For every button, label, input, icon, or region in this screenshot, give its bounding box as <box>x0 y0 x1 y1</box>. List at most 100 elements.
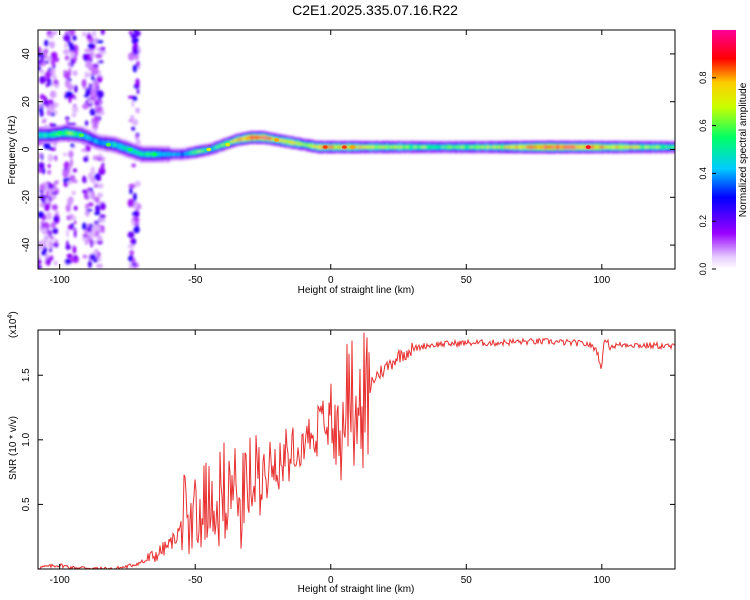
ridge-cell <box>340 145 343 149</box>
ridge-cell <box>236 138 239 142</box>
noise-blob <box>71 112 77 118</box>
ridge-cell <box>660 145 663 149</box>
ridge-cell <box>194 150 197 154</box>
ridge-hotspot <box>152 152 158 157</box>
ridge-cell <box>142 152 145 156</box>
ridge-cell <box>54 132 57 136</box>
noise-blob <box>39 94 45 100</box>
ridge-cell <box>220 144 223 147</box>
noise-blob <box>82 103 90 110</box>
noise-blob <box>63 70 68 74</box>
ridge-cell <box>472 145 475 149</box>
noise-blob <box>87 72 93 77</box>
noise-blob <box>97 234 103 242</box>
ridge-cell <box>458 145 461 149</box>
ridge-cell <box>126 147 129 151</box>
noise-blob <box>94 37 98 43</box>
ridge-cell <box>566 145 569 149</box>
ridge-cell <box>42 133 45 137</box>
noise-blob <box>86 33 92 40</box>
noise-blob <box>45 78 49 82</box>
ridge-cell <box>650 145 653 149</box>
ridge-hotspot <box>106 142 111 147</box>
spectrogram-panel: -100 -50 0 50 100 -40 -20 0 20 40 Height of stra… <box>7 29 676 296</box>
ridge-hotspot <box>349 145 355 149</box>
ridge-cell <box>40 133 43 137</box>
noise-blob <box>98 256 102 263</box>
noise-blob <box>40 242 48 248</box>
spectrogram-x-axis-label: Height of straight line (km) <box>298 285 415 296</box>
ridge-cell <box>382 145 385 149</box>
ridge-cell <box>104 141 107 145</box>
noise-band <box>81 30 107 269</box>
noise-blob <box>66 177 70 182</box>
ridge-cell <box>498 145 501 149</box>
noise-band <box>62 30 79 266</box>
snr-x-ticks: -100 -50 0 50 100 <box>50 330 611 586</box>
noise-blob <box>94 211 101 216</box>
noise-blob <box>129 187 133 195</box>
ridge-cell <box>392 145 395 149</box>
noise-blob <box>63 177 67 184</box>
colorbar: 0.0 0.2 0.4 0.6 0.8 Normalized spectral ampl… <box>698 30 749 275</box>
noise-blob <box>39 69 45 75</box>
ridge-cell <box>620 145 623 149</box>
ridge-cell <box>436 145 439 149</box>
noise-blob <box>66 253 73 259</box>
noise-blob <box>51 191 59 195</box>
noise-blob <box>84 48 91 53</box>
noise-blob <box>47 78 52 87</box>
ridge-cell <box>608 145 611 149</box>
noise-blob <box>51 31 58 35</box>
ridge-cell <box>666 145 669 149</box>
ridge-cell <box>564 145 567 149</box>
y-tick-label: 20 <box>21 96 32 108</box>
ridge-cell <box>312 145 315 148</box>
ridge-cell <box>56 132 59 136</box>
ridge-cell <box>176 153 179 156</box>
snr-frame <box>37 329 676 570</box>
noise-blob <box>99 50 107 55</box>
ridge-cell <box>580 145 583 149</box>
ridge-cell <box>62 131 65 135</box>
ridge-cell <box>520 145 523 149</box>
ridge-cell <box>88 136 91 140</box>
y-tick-label: 0 <box>21 146 32 152</box>
ridge-cell <box>438 145 441 149</box>
ridge-cell <box>592 145 595 149</box>
ridge-cell <box>228 141 231 144</box>
ridge-hotspot <box>225 142 231 147</box>
noise-blob <box>38 247 41 251</box>
ridge-cell <box>94 139 97 143</box>
ridge-hotspot <box>57 131 63 135</box>
noise-blob <box>47 71 52 78</box>
noise-blob <box>50 57 56 66</box>
ridge-cell <box>124 146 127 150</box>
ridge-cell <box>354 145 357 149</box>
ridge-cell <box>618 145 621 149</box>
noise-blob <box>93 121 98 129</box>
ridge-cell <box>400 145 403 149</box>
ridge-cell <box>310 144 313 147</box>
noise-blob <box>43 96 48 103</box>
ridge-cell <box>578 145 581 149</box>
noise-blob <box>38 259 42 265</box>
ridge-cell <box>418 145 421 149</box>
ridge-cell <box>538 145 541 149</box>
noise-blob <box>71 190 76 196</box>
ridge-cell <box>272 137 275 141</box>
ridge-cell <box>260 136 263 139</box>
noise-blob <box>96 74 103 83</box>
noise-blob <box>67 40 71 47</box>
ridge-cell <box>644 145 647 149</box>
noise-blob <box>129 249 134 256</box>
noise-blob <box>136 88 140 95</box>
ridge-cell <box>524 145 527 149</box>
ridge-cell <box>394 145 397 149</box>
ridge-cell <box>486 145 489 149</box>
ridge-cell <box>646 145 649 149</box>
ridge-cell <box>328 145 331 149</box>
ridge-cell <box>280 139 283 142</box>
noise-blob <box>41 227 48 235</box>
ridge-cell <box>116 143 119 147</box>
